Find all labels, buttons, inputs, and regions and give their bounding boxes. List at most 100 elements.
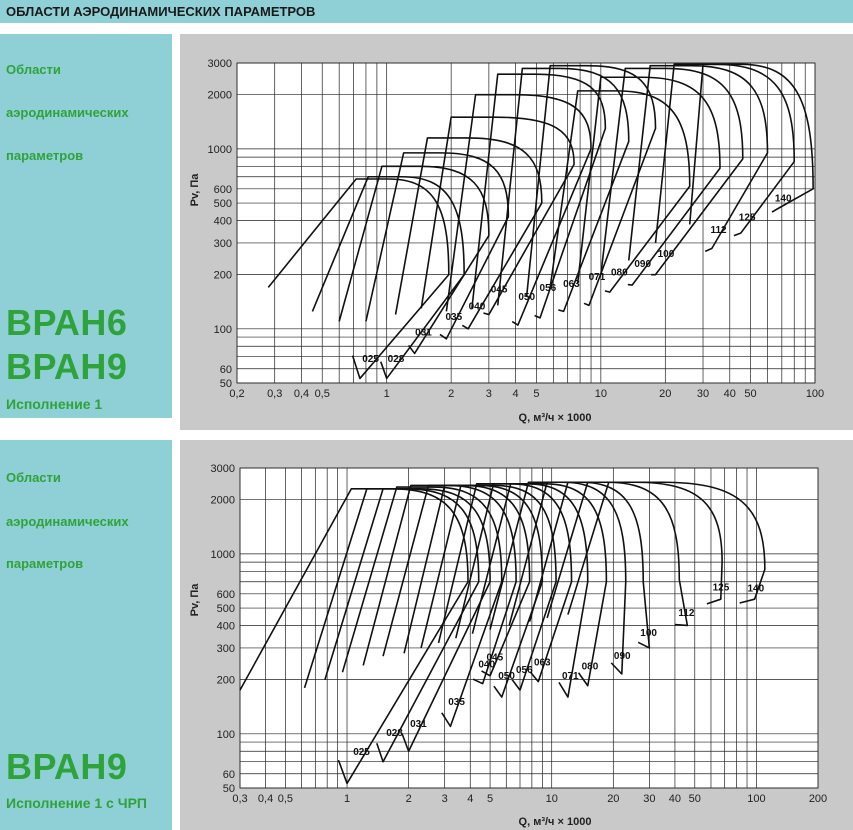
- series-outline-080: [549, 90, 691, 293]
- series-outline-100: [600, 67, 744, 276]
- series-outline-025: [267, 178, 450, 380]
- series-name-1: ВРАН9: [6, 746, 128, 787]
- x-tick-label: 100: [806, 388, 824, 400]
- x-tick-label: 0,3: [267, 388, 282, 400]
- chart-1: 0,2 0,3 0,4 0,5 1 2 3 4 5 10 20 30 40 50 100 50 60 100 200…: [180, 34, 853, 430]
- series-label-063: 063: [534, 658, 551, 669]
- x-tick-label: 3: [486, 388, 492, 400]
- series-label-112: 112: [710, 225, 727, 236]
- sidebar-line-2: аэродинамических: [6, 514, 129, 529]
- y-axis-title: Pv, Па: [189, 173, 201, 207]
- x-tick-label: 3: [442, 793, 448, 805]
- series-outline-112: [627, 64, 769, 261]
- x-tick-label: 30: [643, 793, 655, 805]
- x-tick-label: 20: [659, 388, 671, 400]
- x-axis-title: Q, м³/ч × 1000: [519, 816, 592, 828]
- y-tick-label: 500: [217, 603, 235, 615]
- x-tick-label: 0,5: [315, 388, 330, 400]
- series-label-100: 100: [658, 249, 675, 260]
- sidebar-line-1: Области: [6, 62, 61, 77]
- y-tick-label: 2000: [208, 90, 232, 102]
- y-tick-label: 50: [223, 783, 235, 795]
- sidebar-line-1: Области: [6, 470, 61, 485]
- series-label-080: 080: [611, 267, 628, 278]
- x-tick-label: 1: [344, 793, 350, 805]
- x-axis-title: Q, м³/ч × 1000: [519, 412, 592, 424]
- x-tick-label: 40: [669, 793, 681, 805]
- plot-area: [236, 62, 816, 384]
- series-label-140: 140: [775, 194, 792, 205]
- y-tick-label: 3000: [211, 463, 235, 475]
- series-label-112: 112: [678, 608, 695, 619]
- series-label-090: 090: [634, 259, 651, 270]
- series-label-045: 045: [486, 653, 503, 664]
- series-outline-056: [420, 484, 557, 691]
- series-outline-040: [394, 137, 543, 330]
- plot-area: [239, 467, 819, 789]
- x-tick-label: 100: [747, 793, 765, 805]
- series-label-035: 035: [448, 697, 465, 708]
- x-tick-label: 1: [384, 388, 390, 400]
- x-tick-label: 0,4: [294, 388, 309, 400]
- x-tick-label: 2: [406, 793, 412, 805]
- series-label-125: 125: [739, 213, 756, 224]
- series-label-080: 080: [582, 661, 599, 672]
- x-tick-label: 5: [533, 388, 539, 400]
- series-outline-140: [688, 63, 814, 225]
- y-tick-label: 400: [214, 215, 232, 227]
- x-tick-label: 0,2: [229, 388, 244, 400]
- series-label-056: 056: [540, 283, 557, 294]
- y-tick-label: 60: [223, 769, 235, 781]
- series-label-025: 025: [353, 747, 370, 758]
- x-tick-label: 50: [744, 388, 756, 400]
- x-tick-label: 10: [546, 793, 558, 805]
- sidebar-panel-2: Области аэродинамических параметров ВРАН…: [0, 440, 172, 830]
- series-label-090: 090: [614, 651, 631, 662]
- sidebar-line-3: параметров: [6, 148, 84, 163]
- page-header: ОБЛАСТИ АЭРОДИНАМИЧЕСКИХ ПАРАМЕТРОВ: [0, 0, 853, 23]
- series-label-050: 050: [498, 671, 515, 682]
- y-tick-label: 400: [217, 620, 235, 632]
- x-tick-label: 0,4: [258, 793, 273, 805]
- page-title: ОБЛАСТИ АЭРОДИНАМИЧЕСКИХ ПАРАМЕТРОВ: [6, 4, 316, 19]
- series-label-025: 025: [362, 354, 379, 365]
- sidebar-line-3: параметров: [6, 556, 84, 571]
- y-tick-label: 300: [214, 238, 232, 250]
- series-outline-071: [525, 64, 657, 307]
- series-outline-031: [338, 165, 490, 355]
- series-outline-035: [365, 152, 510, 340]
- series-label-056: 056: [516, 665, 533, 676]
- y-tick-label: 2000: [211, 495, 235, 507]
- y-tick-label: 600: [217, 589, 235, 601]
- series-label-140: 140: [747, 584, 764, 595]
- series-outline-031: [324, 487, 491, 753]
- x-tick-label: 20: [607, 793, 619, 805]
- series-outline-028: [311, 175, 465, 380]
- y-axis-title: Pv, Па: [189, 583, 201, 617]
- y-tick-label: 50: [220, 378, 232, 390]
- x-tick-label: 2: [448, 388, 454, 400]
- x-tick-label: 5: [487, 793, 493, 805]
- series-name-1: ВРАН6: [6, 302, 128, 343]
- series-outline-090: [576, 76, 721, 286]
- series-label-071: 071: [562, 671, 579, 682]
- sidebar-line-2: аэродинамических: [6, 105, 129, 120]
- x-tick-label: 4: [513, 388, 519, 400]
- series-label-031: 031: [415, 327, 432, 338]
- series-label-040: 040: [478, 659, 495, 670]
- y-tick-label: 100: [214, 324, 232, 336]
- series-outline-140: [567, 481, 766, 615]
- variant-label: Исполнение 1 с ЧРП: [6, 795, 147, 811]
- x-tick-label: 200: [809, 793, 827, 805]
- series-label-031: 031: [410, 719, 427, 730]
- y-tick-label: 200: [217, 675, 235, 687]
- series-label-100: 100: [640, 628, 657, 639]
- y-tick-label: 500: [214, 198, 232, 210]
- sidebar-panel-1: Области аэродинамических параметров ВРАН…: [0, 34, 172, 418]
- series-label-028: 028: [386, 728, 403, 739]
- series-label-063: 063: [563, 279, 580, 290]
- series-label-125: 125: [713, 583, 730, 594]
- x-tick-label: 4: [467, 793, 473, 805]
- series-label-040: 040: [469, 302, 486, 313]
- x-tick-label: 40: [724, 388, 736, 400]
